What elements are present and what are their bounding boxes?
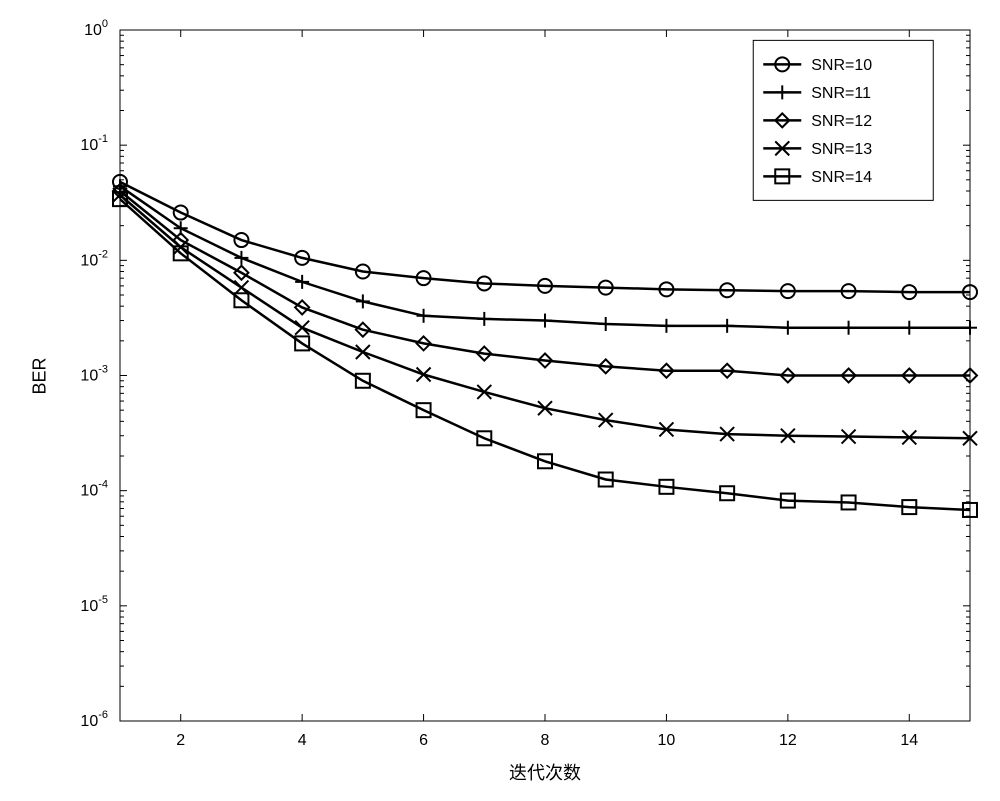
legend-label: SNR=13	[811, 141, 872, 158]
legend-label: SNR=14	[811, 169, 872, 186]
x-tick-label: 6	[419, 732, 428, 749]
y-tick-label: 100	[84, 18, 108, 39]
legend-label: SNR=10	[811, 57, 872, 74]
y-tick-label: 10-5	[80, 594, 108, 615]
x-tick-label: 10	[658, 732, 676, 749]
y-tick-label: 10-3	[80, 364, 108, 385]
x-tick-label: 2	[176, 732, 185, 749]
x-tick-label: 4	[298, 732, 307, 749]
y-tick-label: 10-4	[80, 479, 108, 500]
x-axis-label: 迭代次数	[509, 759, 581, 785]
legend-label: SNR=12	[811, 113, 872, 130]
y-tick-label: 10-6	[80, 709, 108, 730]
x-tick-label: 14	[900, 732, 918, 749]
x-tick-label: 12	[779, 732, 797, 749]
y-axis-label: BER	[30, 357, 51, 394]
y-tick-label: 10-1	[80, 133, 108, 154]
chart-figure: 2 4 6 8 10 12 14 10-6 10-5 10-4 10-3 10-2 10-1 100 SNR…	[0, 0, 1000, 801]
plot-svg: 2 4 6 8 10 12 14 10-6 10-5 10-4 10-3 10-2 10-1 100 SNR…	[0, 0, 1000, 801]
y-tick-label: 10-2	[80, 248, 108, 269]
legend: SNR=10 SNR=11 SNR=12 SNR=13 SNR=14	[753, 40, 933, 200]
x-tick-label: 8	[541, 732, 550, 749]
legend-label: SNR=11	[811, 85, 871, 102]
